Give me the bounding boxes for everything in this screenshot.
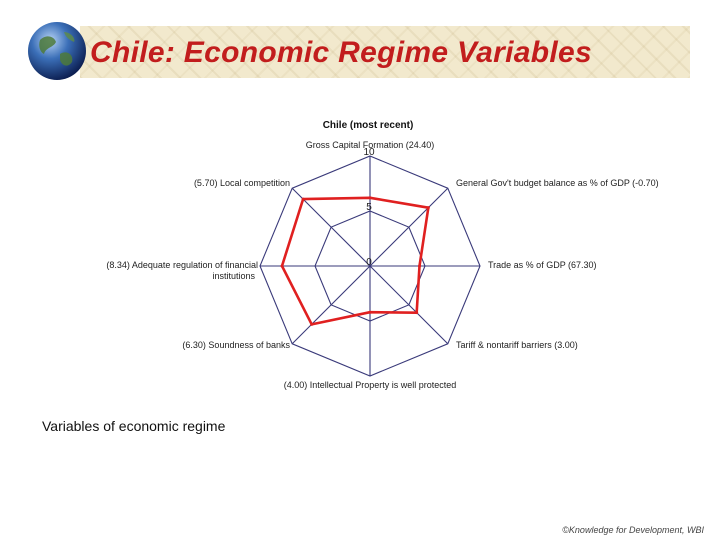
ring-label-1: 5 (366, 202, 372, 213)
axis-label-5: (6.30) Soundness of banks (182, 340, 290, 350)
data-point-4 (368, 310, 372, 314)
globe-icon (28, 22, 86, 80)
axis-label-3: Tariff & nontariff barriers (3.00) (456, 340, 578, 350)
radar-spoke-3 (369, 265, 449, 345)
data-point-5 (310, 322, 314, 326)
footer-credit: ©Knowledge for Development, WBI (562, 525, 704, 535)
ring-label-0: 0 (366, 257, 372, 268)
data-point-7 (301, 197, 305, 201)
data-point-3 (415, 311, 419, 315)
data-point-6 (280, 264, 284, 268)
axis-label-4: (4.00) Intellectual Property is well pro… (284, 380, 457, 390)
axis-label-0: Gross Capital Formation (24.40) (306, 140, 435, 150)
radar-spoke-5 (291, 265, 371, 345)
axis-label-7: (5.70) Local competition (194, 178, 290, 188)
title-banner (80, 26, 690, 78)
data-point-2 (418, 264, 421, 268)
data-point-1 (426, 206, 430, 210)
axis-label-2: Trade as % of GDP (67.30) (488, 260, 597, 270)
radar-spoke-1 (369, 187, 449, 267)
axis-label-1: General Gov't budget balance as % of GDP… (456, 178, 659, 188)
slide-title: Chile: Economic Regime Variables (90, 36, 592, 69)
data-point-0 (368, 196, 372, 200)
chart-title: Chile (most recent) (323, 120, 414, 131)
ring-label-2: 10 (363, 147, 375, 158)
chart-caption: Variables of economic regime (42, 418, 226, 434)
radar-spoke-7 (291, 187, 371, 267)
axis-label-6: (8.34) Adequate regulation of financial i… (106, 260, 258, 281)
